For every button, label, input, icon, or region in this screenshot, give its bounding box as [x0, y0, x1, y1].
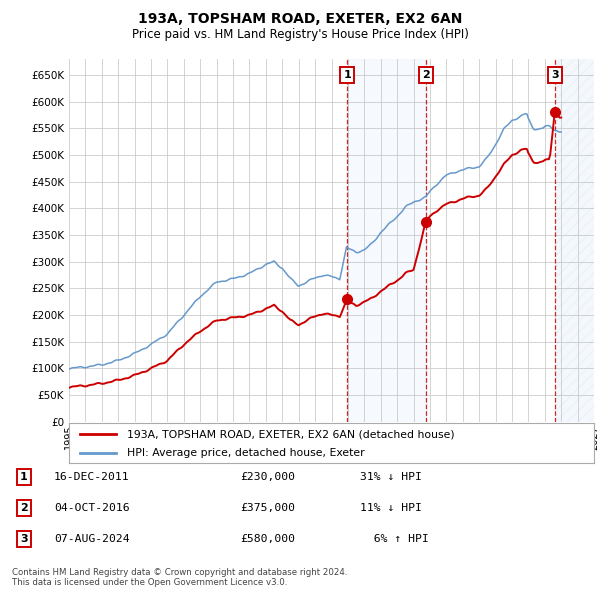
Text: 2: 2: [20, 503, 28, 513]
Text: 2: 2: [422, 70, 430, 80]
Text: 193A, TOPSHAM ROAD, EXETER, EX2 6AN (detached house): 193A, TOPSHAM ROAD, EXETER, EX2 6AN (det…: [127, 430, 454, 440]
Text: 6% ↑ HPI: 6% ↑ HPI: [360, 535, 429, 544]
Text: Price paid vs. HM Land Registry's House Price Index (HPI): Price paid vs. HM Land Registry's House …: [131, 28, 469, 41]
Text: £580,000: £580,000: [240, 535, 295, 544]
Bar: [347, 59, 426, 422]
Text: £230,000: £230,000: [240, 472, 295, 481]
Text: 11% ↓ HPI: 11% ↓ HPI: [360, 503, 422, 513]
Text: 07-AUG-2024: 07-AUG-2024: [54, 535, 130, 544]
Text: 1: 1: [20, 472, 28, 481]
Text: 1: 1: [343, 70, 351, 80]
Text: £375,000: £375,000: [240, 503, 295, 513]
Bar: [554, 59, 594, 422]
Text: HPI: Average price, detached house, Exeter: HPI: Average price, detached house, Exet…: [127, 448, 364, 458]
Text: 31% ↓ HPI: 31% ↓ HPI: [360, 472, 422, 481]
Text: 04-OCT-2016: 04-OCT-2016: [54, 503, 130, 513]
Text: 3: 3: [551, 70, 559, 80]
Text: 3: 3: [20, 535, 28, 544]
Text: 16-DEC-2011: 16-DEC-2011: [54, 472, 130, 481]
Text: 193A, TOPSHAM ROAD, EXETER, EX2 6AN: 193A, TOPSHAM ROAD, EXETER, EX2 6AN: [138, 12, 462, 26]
Text: Contains HM Land Registry data © Crown copyright and database right 2024.
This d: Contains HM Land Registry data © Crown c…: [12, 568, 347, 587]
